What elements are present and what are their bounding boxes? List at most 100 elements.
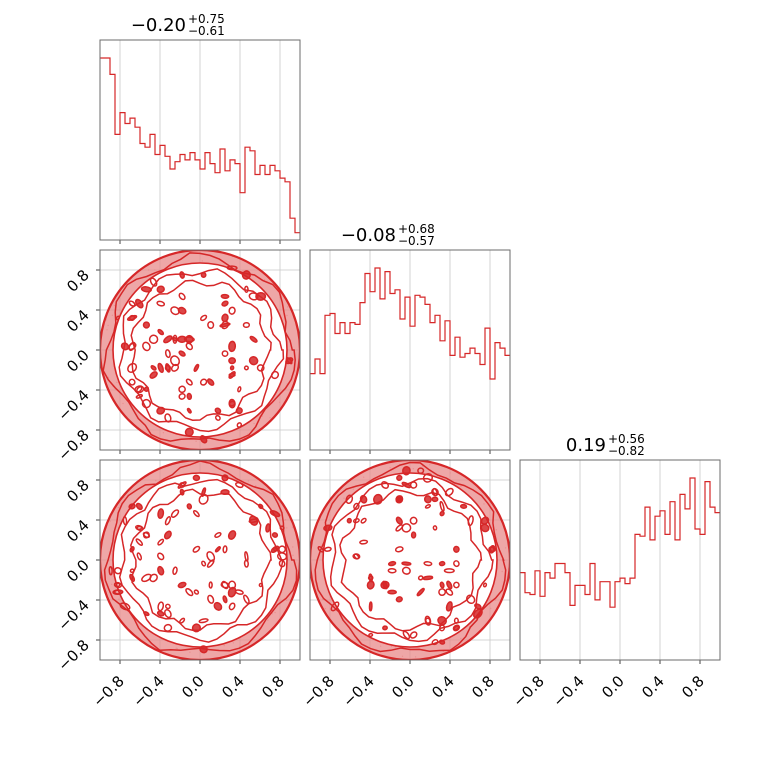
contour-blob <box>257 503 264 510</box>
contour-blob <box>317 545 324 553</box>
contour-blob <box>163 530 172 540</box>
contour-blob <box>143 611 150 617</box>
contour-ring <box>130 488 272 631</box>
contour-panel-p1-p2 <box>310 460 510 660</box>
histogram-p0 <box>100 57 300 234</box>
x-tick-label: −0.4 <box>129 672 167 710</box>
contour-blob <box>323 546 332 552</box>
contour-blob <box>135 502 143 511</box>
x-tick-label: 0.4 <box>428 672 458 702</box>
contour-blob <box>271 532 279 538</box>
contour-blob <box>228 580 237 590</box>
contour-blob <box>126 314 138 321</box>
contour-blob <box>108 565 113 576</box>
contour-ring <box>118 478 284 643</box>
contour-blob <box>402 630 411 640</box>
contour-blob <box>164 349 171 359</box>
contour-blob <box>128 300 136 307</box>
y-tick-label: 0.0 <box>63 346 93 376</box>
contour-blob <box>201 560 207 567</box>
contour-blob <box>221 300 229 307</box>
contour-blob <box>453 581 460 589</box>
contour-blob <box>474 603 482 610</box>
contour-blob <box>142 531 150 539</box>
contour-blob <box>423 561 433 567</box>
contour-blob <box>179 482 186 488</box>
contour-blob <box>431 639 439 646</box>
contour-blob <box>323 524 333 532</box>
contour-blob <box>395 596 403 603</box>
x-tick-label: −0.8 <box>509 672 547 710</box>
contour-blob <box>401 561 412 566</box>
contour-blob <box>437 615 447 626</box>
contour-blob <box>396 474 403 481</box>
axes-frame-1-0 <box>99 249 301 451</box>
contour-blob <box>248 356 259 366</box>
contour-blob <box>199 645 208 654</box>
contour-blob <box>401 481 412 489</box>
contour-blob <box>409 516 418 525</box>
contour-blob <box>480 516 490 525</box>
contour-panel-p0-p1 <box>100 250 300 450</box>
contour-blob <box>432 487 438 497</box>
contour-blob <box>395 524 404 532</box>
contour-blob <box>453 617 459 624</box>
contour-blob <box>199 435 208 444</box>
contour-blob <box>279 525 285 531</box>
contour-blob <box>265 523 271 533</box>
contour-blob <box>136 552 143 561</box>
contour-blob <box>410 531 417 539</box>
contour-blob <box>453 545 460 553</box>
contour-blob <box>249 335 258 343</box>
contour-blob <box>157 362 164 374</box>
contour-blob <box>157 508 165 520</box>
contour-blob <box>127 362 138 373</box>
contour-blob <box>113 567 122 575</box>
contour-blob <box>214 407 222 414</box>
contour-blob <box>394 546 404 553</box>
contour-blob <box>431 496 439 503</box>
contour-blob <box>156 285 165 294</box>
contour-blob <box>227 530 237 540</box>
contour-blob <box>178 292 186 301</box>
contour-blob <box>164 603 171 610</box>
contour-blob <box>186 392 193 401</box>
contour-blob <box>402 465 411 476</box>
data-layer <box>100 57 720 660</box>
contour-blob <box>256 364 265 372</box>
contour-blob <box>115 582 121 588</box>
contour-blob <box>164 364 172 371</box>
contour-blob <box>120 342 130 351</box>
contour-blob <box>156 406 166 415</box>
x-tick-label: 0.0 <box>598 672 628 702</box>
contour-blob <box>156 610 165 617</box>
axes-frames <box>96 39 721 664</box>
contour-blob <box>452 624 461 632</box>
contour-blob <box>148 334 159 345</box>
contour-blob <box>445 601 453 612</box>
contour-blob <box>198 618 209 624</box>
contour-blob <box>208 581 213 589</box>
contour-blob <box>387 560 397 567</box>
contour-blob <box>443 568 455 574</box>
contour-blob <box>199 378 208 386</box>
axes-frame-2-0 <box>99 459 301 661</box>
contour-blob <box>183 336 195 343</box>
contour-blob <box>346 517 352 524</box>
contour-blob <box>387 589 397 595</box>
contour-blob <box>228 357 237 365</box>
contour-blob <box>122 515 128 526</box>
contour-blob <box>395 495 404 504</box>
inner-clear <box>322 472 498 648</box>
title-value-p2: 0.19 <box>566 435 606 456</box>
contour-blob <box>170 306 180 316</box>
x-tick-label: 0.0 <box>178 672 208 702</box>
contour-blob <box>135 538 144 546</box>
contour-blob <box>424 615 432 626</box>
contour-blob <box>149 371 158 379</box>
contour-blob <box>255 291 267 301</box>
inner-clear <box>112 262 288 438</box>
contour-blob <box>368 601 373 612</box>
contour-blob <box>423 495 432 504</box>
contour-blob <box>416 587 425 597</box>
